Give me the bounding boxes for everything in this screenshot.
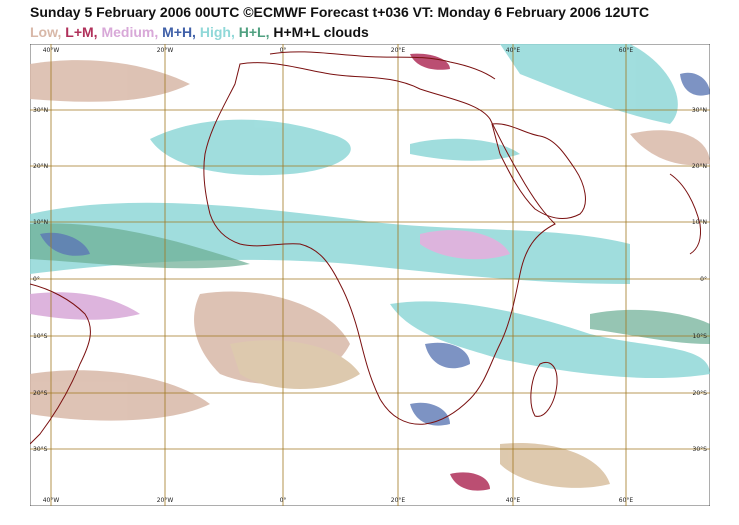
lat-label: 20°N — [692, 163, 707, 170]
high-cloud-band-tropics — [30, 202, 630, 284]
lon-label: 20°W — [157, 497, 174, 504]
lon-label: 60°E — [619, 47, 634, 54]
lat-label: 10°N — [33, 219, 48, 226]
lat-label: 20°S — [693, 390, 708, 397]
high-low-cloud-indian-ocean — [590, 309, 710, 344]
graticule — [30, 44, 710, 506]
low-cloud-tan-field — [230, 340, 360, 389]
high-cloud-middle-east — [500, 44, 678, 124]
coastlines — [29, 51, 701, 445]
lon-label: 0° — [280, 47, 287, 54]
lon-label: 60°E — [619, 497, 634, 504]
legend-high: High, — [199, 24, 235, 40]
low-cloud-north-atlantic — [30, 60, 190, 102]
lon-label: 40°W — [43, 47, 60, 54]
lat-label: 30°N — [692, 107, 707, 114]
low-medium-cloud-south — [450, 472, 490, 491]
india-coastline — [669, 173, 701, 255]
lon-label: 40°E — [506, 47, 521, 54]
legend-medium-high: M+H, — [162, 24, 196, 40]
lat-label: 20°S — [33, 390, 48, 397]
medium-high-cloud-congo — [425, 342, 470, 369]
cloud-cover-map: 40°W 20°W 0° 20°E 40°E 60°E 40°W 20°W 0°… — [29, 43, 711, 507]
arabia-coastline — [491, 123, 586, 220]
latitude-labels: 30°N 20°N 10°N 0° 10°S 20°S 30°S — [33, 107, 48, 453]
south-america-coastline — [29, 283, 91, 445]
lon-label: 40°E — [506, 497, 521, 504]
madagascar-coastline — [530, 361, 558, 417]
lon-label: 40°W — [43, 497, 60, 504]
longitude-labels-top: 40°W 20°W 0° 20°E 40°E 60°E — [43, 47, 634, 54]
lon-label: 0° — [280, 497, 287, 504]
lat-label: 0° — [700, 276, 707, 283]
lon-label: 20°W — [157, 47, 174, 54]
legend-low: Low, — [30, 24, 62, 40]
africa-coastline — [203, 62, 556, 425]
medium-cloud-south-america — [30, 292, 140, 320]
legend-high-low: H+L, — [238, 24, 270, 40]
longitude-labels: 40°W 20°W 0° 20°E 40°E 60°E — [43, 497, 634, 504]
medium-high-cloud-amazon — [40, 232, 90, 256]
map-canvas: 40°W 20°W 0° 20°E 40°E 60°E 40°W 20°W 0°… — [29, 43, 711, 507]
medium-cloud-central-africa — [420, 230, 510, 260]
cloud-fields — [30, 44, 710, 491]
map-title: Sunday 5 February 2006 00UTC ©ECMWF Fore… — [30, 4, 650, 20]
lat-label: 30°S — [693, 446, 708, 453]
lon-label: 20°E — [391, 47, 406, 54]
lat-label: 0° — [33, 276, 40, 283]
lat-label: 30°S — [33, 446, 48, 453]
lon-label: 20°E — [391, 497, 406, 504]
low-cloud-tan-field-south — [500, 443, 610, 488]
medium-high-cloud-iran — [680, 72, 710, 96]
high-cloud-sahara — [410, 138, 520, 161]
high-low-cloud-atlantic — [30, 223, 250, 269]
high-cloud-band-southern-africa — [390, 301, 710, 379]
legend-medium: Medium, — [101, 24, 159, 40]
high-cloud-band-north-atlantic — [150, 119, 351, 176]
lat-label: 10°S — [33, 333, 48, 340]
lat-label: 20°N — [33, 163, 48, 170]
lat-label: 10°N — [692, 219, 707, 226]
legend-all-layers: H+M+L clouds — [273, 24, 369, 40]
low-cloud-arabian-sea — [630, 130, 710, 166]
legend-low-medium: L+M, — [65, 24, 98, 40]
latitude-labels-right: 30°N 20°N 10°N 0° 10°S 20°S 30°S — [692, 107, 707, 453]
lat-label: 10°S — [693, 333, 708, 340]
lat-label: 30°N — [33, 107, 48, 114]
europe-coastline — [269, 51, 496, 80]
cloud-legend: Low, L+M, Medium, M+H, High, H+L, H+M+L … — [30, 24, 369, 40]
